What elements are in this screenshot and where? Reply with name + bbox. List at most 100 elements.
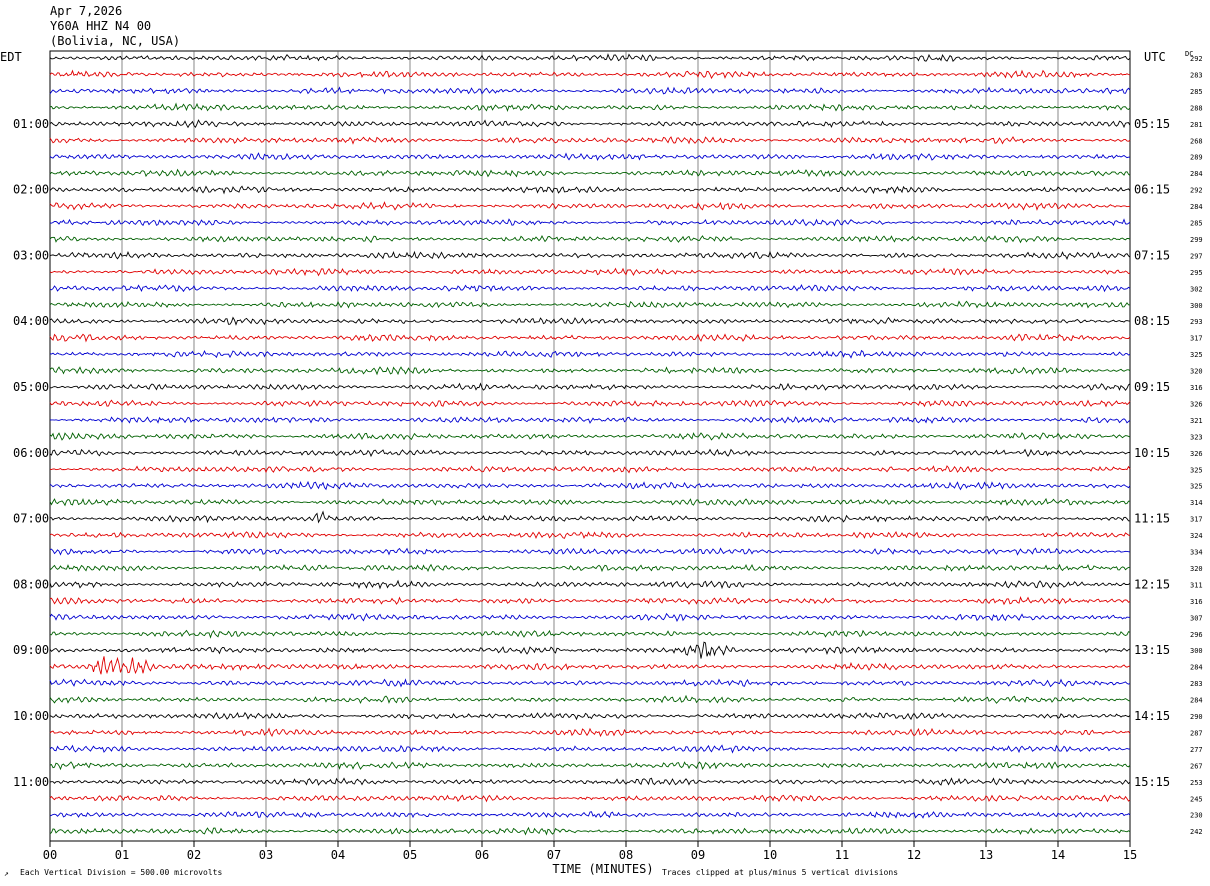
dc-offset-label: 281	[1190, 121, 1203, 129]
trace-row	[49, 612, 1130, 622]
left-hour-label: 01:00	[13, 117, 49, 131]
right-hour-label: 15:15	[1134, 775, 1170, 789]
dc-offset-label: 284	[1190, 664, 1203, 672]
trace-row	[49, 366, 1131, 376]
date-label: Apr 7,2026	[50, 4, 123, 18]
trace-row	[49, 510, 1131, 524]
dc-offset-label: 300	[1190, 302, 1203, 310]
left-hour-label: 08:00	[13, 577, 49, 591]
trace-row	[49, 480, 1131, 491]
scale-note: Each Vertical Division = 500.00 microvol…	[20, 868, 223, 877]
left-hour-label: 10:00	[13, 709, 49, 723]
trace-row	[49, 579, 1131, 590]
x-tick-label: 08	[619, 848, 633, 862]
left-hour-label: 02:00	[13, 183, 49, 197]
trace-row	[49, 201, 1131, 211]
x-tick-label: 02	[187, 848, 201, 862]
trace-row	[49, 826, 1131, 836]
dc-offset-label: 283	[1190, 680, 1203, 688]
trace-row	[49, 694, 1131, 704]
right-hour-label: 07:15	[1134, 248, 1170, 262]
dc-offset-label: 324	[1190, 532, 1203, 540]
dc-offset-label: 295	[1190, 269, 1203, 277]
label-layer: 00 01 02 03 04 05 06 07 08 09 10 11 12 13 14 15 292 283 28…	[13, 55, 1203, 862]
left-hour-label: 07:00	[13, 512, 49, 526]
trace-row	[49, 136, 1131, 145]
dc-offset-label: 316	[1190, 598, 1203, 606]
dc-offset-label: 268	[1190, 137, 1203, 145]
dc-offset-label: 292	[1190, 187, 1203, 195]
dc-offset-label: 317	[1190, 335, 1203, 343]
trace-row	[49, 794, 1131, 803]
right-hour-label: 14:15	[1134, 709, 1170, 723]
clip-note: Traces clipped at plus/minus 5 vertical …	[662, 868, 899, 877]
location-label: (Bolivia, NC, USA)	[50, 34, 181, 48]
right-hour-label: 05:15	[1134, 117, 1170, 131]
dc-offset-label: 326	[1190, 450, 1203, 458]
left-timezone-label: EDT	[0, 50, 22, 64]
grid	[49, 50, 1131, 847]
dc-offset-label: 320	[1190, 368, 1203, 376]
dc-offset-label: 320	[1190, 565, 1203, 573]
trace-row	[49, 284, 1131, 293]
station-label: Y60A HHZ N4 00	[50, 19, 152, 33]
plot-frame	[49, 50, 1131, 842]
corner-mark: ↗	[4, 869, 9, 878]
dc-offset-label: 284	[1190, 203, 1203, 211]
dc-offset-label: 314	[1190, 499, 1203, 507]
x-tick-label: 06	[475, 848, 489, 862]
right-hour-label: 12:15	[1134, 577, 1170, 591]
right-hour-label: 09:15	[1134, 380, 1170, 394]
trace-row	[49, 448, 1130, 458]
dc-offset-label: 288	[1190, 104, 1203, 112]
trace-row	[49, 185, 1131, 195]
x-tick-label: 14	[1051, 848, 1065, 862]
dc-offset-label: 317	[1190, 516, 1203, 524]
trace-row	[49, 218, 1131, 227]
dc-offset-label: 316	[1190, 384, 1203, 392]
trace-row	[49, 531, 1131, 540]
right-hour-label: 08:15	[1134, 314, 1170, 328]
trace-row	[49, 678, 1131, 688]
x-axis-title: TIME (MINUTES)	[552, 862, 653, 876]
trace-row	[49, 333, 1131, 343]
left-hour-label: 09:00	[13, 643, 49, 657]
dc-offset-label: 325	[1190, 466, 1203, 474]
dc-offset-label: 267	[1190, 762, 1203, 770]
dc-offset-label: 284	[1190, 697, 1203, 705]
right-hour-label: 10:15	[1134, 446, 1170, 460]
dc-offset-label: 334	[1190, 549, 1203, 557]
trace-row	[49, 777, 1131, 786]
trace-layer	[49, 53, 1131, 836]
right-timezone-label: UTC	[1144, 50, 1166, 64]
dc-offset-label: 321	[1190, 417, 1203, 425]
trace-row	[49, 119, 1131, 129]
trace-row	[49, 300, 1131, 309]
trace-row	[49, 250, 1131, 261]
x-tick-label: 13	[979, 848, 993, 862]
trace-row	[49, 152, 1131, 162]
trace-row	[49, 316, 1131, 326]
dc-offset-label: 285	[1190, 88, 1203, 96]
trace-row	[49, 69, 1131, 80]
dc-offset-label: 297	[1190, 252, 1203, 260]
dc-offset-label: 290	[1190, 713, 1203, 721]
trace-row	[49, 711, 1131, 721]
trace-row	[49, 629, 1131, 639]
left-hour-label: 06:00	[13, 446, 49, 460]
dc-offset-label: 289	[1190, 154, 1203, 162]
x-tick-label: 03	[259, 848, 273, 862]
dc-offset-label: 242	[1190, 828, 1203, 836]
dc-offset-label: 307	[1190, 614, 1203, 622]
trace-row	[49, 416, 1131, 424]
right-hour-label: 13:15	[1134, 643, 1170, 657]
trace-row	[49, 761, 1131, 771]
trace-row	[49, 465, 1131, 474]
trace-row	[49, 235, 1131, 244]
trace-row	[49, 547, 1131, 556]
x-tick-label: 04	[331, 848, 345, 862]
x-tick-label: 07	[547, 848, 561, 862]
dc-offset-label: 293	[1190, 318, 1203, 326]
dc-offset-label: 326	[1190, 400, 1203, 408]
